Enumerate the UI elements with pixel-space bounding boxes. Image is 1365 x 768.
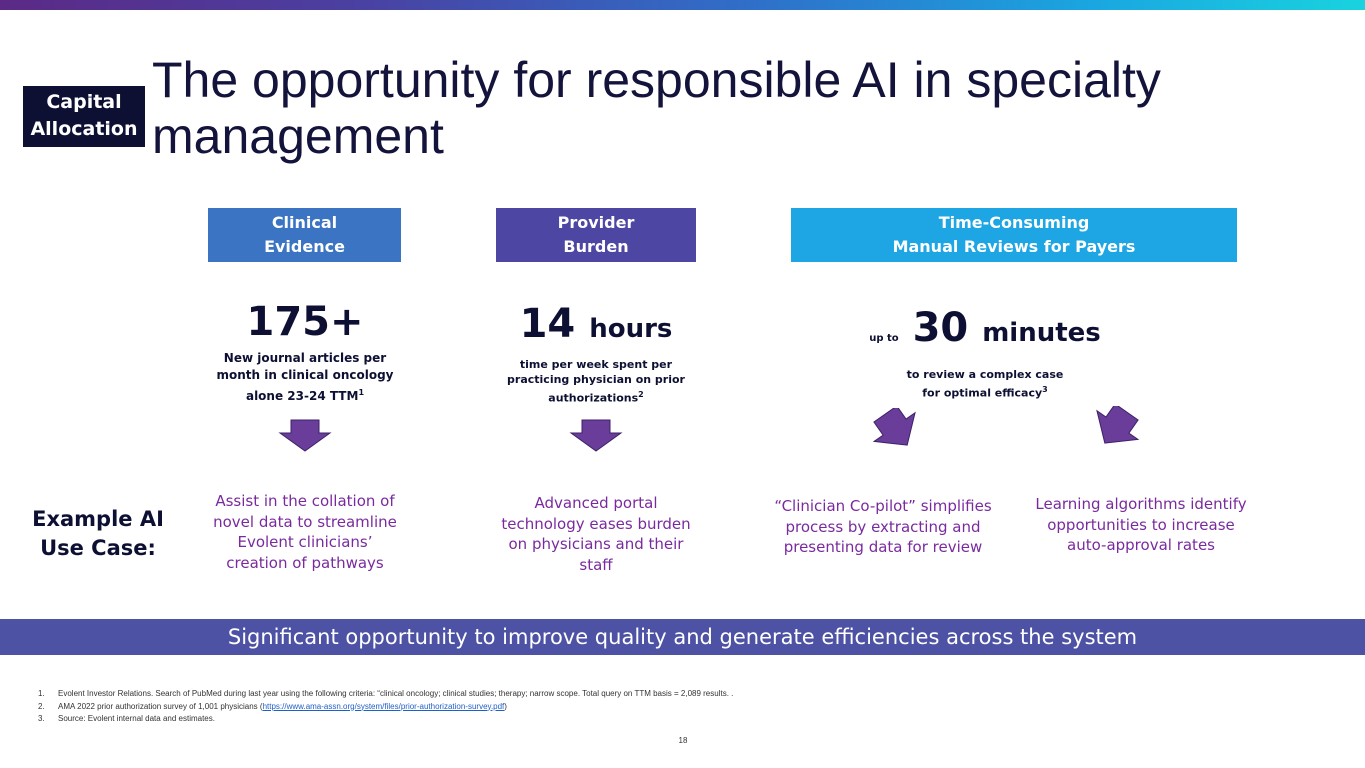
footnotes: 1. Evolent Investor Relations. Search of… — [38, 688, 1238, 726]
summary-banner: Significant opportunity to improve quali… — [0, 619, 1365, 655]
section-badge: Capital Allocation — [23, 86, 145, 147]
footnote-ref: 2 — [638, 390, 644, 399]
footnote-text: Evolent Investor Relations. Search of Pu… — [58, 689, 734, 698]
stat-desc-text: authorizations — [548, 391, 639, 405]
stat-desc-line: time per week spent per — [519, 358, 673, 371]
down-left-arrow-icon — [872, 408, 916, 446]
footnote-number: 3. — [38, 714, 45, 723]
down-right-arrow-icon — [1096, 406, 1140, 444]
stat-journal-articles: 175+ New journal articles per month in c… — [205, 300, 405, 405]
stat-description: time per week spent per practicing physi… — [496, 357, 696, 406]
footnote-number: 1. — [38, 689, 45, 698]
use-case-copilot: “Clinician Co-pilot” simplifies process … — [774, 497, 992, 556]
stat-description: New journal articles per month in clinic… — [205, 350, 405, 405]
ama-survey-link[interactable]: https://www.ama-assn.org/system/files/pr… — [262, 701, 505, 711]
pillar-label-line1: Time-Consuming — [938, 213, 1090, 232]
stat-review-minutes: up to 30 minutes to review a complex cas… — [860, 306, 1110, 401]
stat-desc-line: practicing physician on prior — [507, 373, 685, 386]
stat-unit: minutes — [982, 318, 1101, 348]
footnote: 3. Source: Evolent internal data and est… — [38, 713, 1238, 726]
slide-title: The opportunity for responsible AI in sp… — [152, 52, 1161, 164]
footnote-text-part: AMA 2022 prior authorization survey of 1… — [58, 701, 263, 711]
top-gradient-bar — [0, 0, 1365, 10]
stat-desc-line: to review a complex case — [906, 368, 1064, 381]
footnote: 1. Evolent Investor Relations. Search of… — [38, 688, 1238, 701]
use-case-learning-algorithms: Learning algorithms identify opportuniti… — [1035, 495, 1247, 554]
stat-desc-line: authorizations2 — [496, 387, 696, 406]
footnote-ref: 3 — [1042, 385, 1048, 394]
pillar-label-line1: Clinical — [271, 213, 338, 232]
stat-value: 30 — [912, 305, 969, 351]
footnote-text: AMA 2022 prior authorization survey of 1… — [58, 701, 507, 714]
pillar-manual-reviews: Time-Consuming Manual Reviews for Payers — [791, 208, 1237, 262]
footnote-text-part: ) — [504, 701, 507, 711]
footnote-text: Source: Evolent internal data and estima… — [58, 714, 215, 723]
footnote-number: 2. — [38, 701, 45, 711]
stat-prefix: up to — [869, 333, 899, 344]
stat-desc-line: month in clinical oncology — [216, 368, 394, 382]
footnote: 2. AMA 2022 prior authorization survey o… — [38, 701, 1238, 714]
stat-value: 14 — [519, 301, 576, 347]
pillar-label-line2: Evidence — [264, 237, 345, 256]
pillar-label-line1: Provider — [557, 213, 635, 232]
footnote-ref: 1 — [358, 388, 365, 397]
stat-desc-text: alone 23-24 TTM — [245, 389, 359, 403]
example-ai-use-case-label: Example AI Use Case: — [32, 507, 164, 560]
stat-description: to review a complex case for optimal eff… — [860, 367, 1110, 401]
stat-desc-line: for optimal efficacy3 — [860, 382, 1110, 401]
down-arrow-icon — [278, 419, 332, 452]
down-arrow-icon — [569, 419, 623, 452]
stat-value-row: 14 hours — [496, 302, 696, 351]
stat-value-row: up to 30 minutes — [860, 306, 1110, 361]
stat-desc-text: for optimal efficacy — [922, 386, 1043, 400]
use-case-portal: Advanced portal technology eases burden … — [501, 494, 691, 574]
pillar-label-line2: Burden — [563, 237, 629, 256]
pillar-provider-burden: Provider Burden — [496, 208, 696, 262]
stat-value: 175+ — [246, 299, 364, 345]
stat-unit: hours — [589, 314, 673, 344]
pillar-label-line2: Manual Reviews for Payers — [892, 237, 1136, 256]
pillar-clinical-evidence: Clinical Evidence — [208, 208, 401, 262]
page-number: 18 — [678, 736, 688, 745]
stat-desc-line: alone 23-24 TTM1 — [205, 384, 405, 405]
stat-hours-per-week: 14 hours time per week spent per practic… — [496, 302, 696, 406]
stat-desc-line: New journal articles per — [223, 351, 387, 365]
use-case-collation: Assist in the collation of novel data to… — [213, 492, 397, 572]
